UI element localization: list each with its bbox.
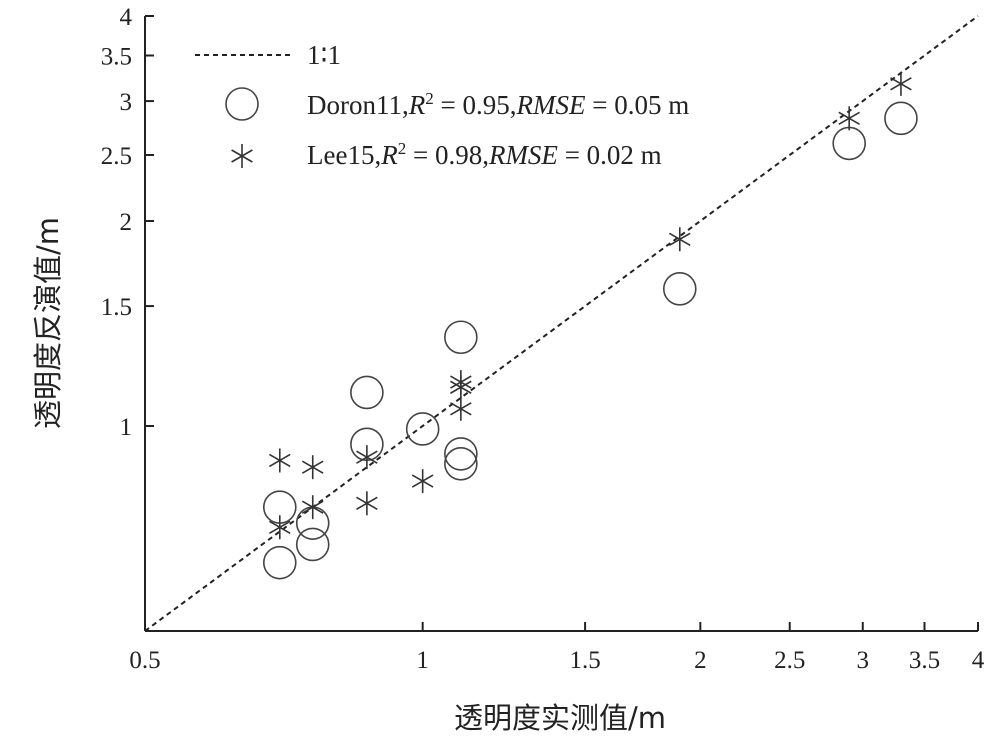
axes xyxy=(144,16,978,632)
lee-point xyxy=(356,491,378,516)
x-axis-label: 透明度实测值/m xyxy=(454,701,666,735)
legend-lee-unit: m xyxy=(641,140,662,170)
lee-point xyxy=(450,396,472,421)
legend-lee-r-sup: 2 xyxy=(398,139,407,158)
lee-point xyxy=(268,515,291,540)
doron-point xyxy=(444,320,478,355)
doron-point xyxy=(295,527,330,562)
x-tick-label: 4 xyxy=(972,647,985,674)
legend: 1∶1 Doron11,R2 = 0.95,RMSE = 0.05 m Lee1… xyxy=(195,40,689,170)
legend-lee-label: Lee15,R2 = 0.98,RMSE = 0.02 m xyxy=(307,139,662,170)
doron-point xyxy=(444,437,478,471)
lee-point xyxy=(890,71,912,96)
legend-lee-sep2: , xyxy=(482,140,489,170)
y-tick-label: 4 xyxy=(120,4,133,31)
lee-point xyxy=(450,375,472,400)
lee-point xyxy=(356,445,378,470)
lee-point xyxy=(301,455,324,480)
legend-lee-rmse: 0.02 xyxy=(587,140,634,170)
doron-point xyxy=(832,126,866,161)
y-tick-label: 1.5 xyxy=(101,294,132,321)
legend-doron-unit: m xyxy=(668,90,689,120)
legend-lee-space xyxy=(634,140,641,170)
y-tick-label: 2.5 xyxy=(101,143,132,170)
legend-doron-eq2: = xyxy=(585,90,614,120)
legend-doron-rmse-symbol: RMSE xyxy=(515,90,585,120)
y-ticks: 1 1.5 2 2.5 3 3.5 4 xyxy=(101,4,154,441)
x-tick-label: 1 xyxy=(416,647,429,674)
legend-lee-sep1: , xyxy=(374,140,381,170)
reference-line-layer xyxy=(144,15,979,632)
doron-point xyxy=(405,412,440,446)
x-tick-label: 2 xyxy=(694,647,707,674)
legend-lee-r-symbol: R xyxy=(380,140,398,170)
x-tick-label: 2.5 xyxy=(774,647,805,674)
doron-point xyxy=(884,101,918,136)
legend-reference-line-label: 1∶1 xyxy=(307,40,341,70)
legend-lee-eq1: = xyxy=(406,140,435,170)
legend-doron-sep2: , xyxy=(510,90,517,120)
doron-point xyxy=(262,545,297,580)
legend-doron-rmse: 0.05 xyxy=(614,90,661,120)
data-points-layer xyxy=(262,71,918,580)
legend-doron-space xyxy=(661,90,668,120)
legend-lee-eq2: = xyxy=(558,140,587,170)
x-tick-label: 0.5 xyxy=(129,647,160,674)
legend-doron-r-sup: 2 xyxy=(425,89,434,108)
lee-point xyxy=(301,495,324,520)
legend-lee-marker xyxy=(231,144,253,168)
legend-doron-marker xyxy=(225,87,259,121)
y-tick-label: 3.5 xyxy=(101,43,132,70)
y-tick-label: 2 xyxy=(120,209,133,236)
y-axis-label: 透明度反演值/m xyxy=(31,217,65,429)
legend-doron-eq1: = xyxy=(434,90,463,120)
x-tick-label: 3 xyxy=(857,647,870,674)
doron-point xyxy=(350,375,384,410)
legend-lee-r2: 0.98 xyxy=(435,140,482,170)
legend-doron-name: Doron11 xyxy=(307,90,402,120)
x-tick-label: 1.5 xyxy=(569,647,600,674)
y-tick-label: 3 xyxy=(120,89,133,116)
legend-lee-name: Lee15 xyxy=(307,140,374,170)
x-tick-label: 3.5 xyxy=(909,647,940,674)
legend-doron-sep1: , xyxy=(402,90,409,120)
lee-point xyxy=(411,469,434,494)
doron-point xyxy=(662,272,697,306)
lee-point xyxy=(838,106,860,131)
y-tick-label: 1 xyxy=(120,414,133,441)
one-to-one-line xyxy=(144,15,979,632)
legend-doron-r2: 0.95 xyxy=(462,90,509,120)
lee-point xyxy=(668,227,691,252)
doron-point xyxy=(444,447,478,481)
lee-point xyxy=(268,448,291,473)
legend-circle-symbol xyxy=(225,87,259,121)
x-ticks: 0.5 1 1.5 2 2.5 3 3.5 4 xyxy=(129,622,985,674)
legend-asterisk-symbol xyxy=(231,144,253,168)
legend-doron-label: Doron11,R2 = 0.95,RMSE = 0.05 m xyxy=(307,89,689,120)
legend-lee-rmse-symbol: RMSE xyxy=(488,140,558,170)
legend-doron-r-symbol: R xyxy=(408,90,426,120)
